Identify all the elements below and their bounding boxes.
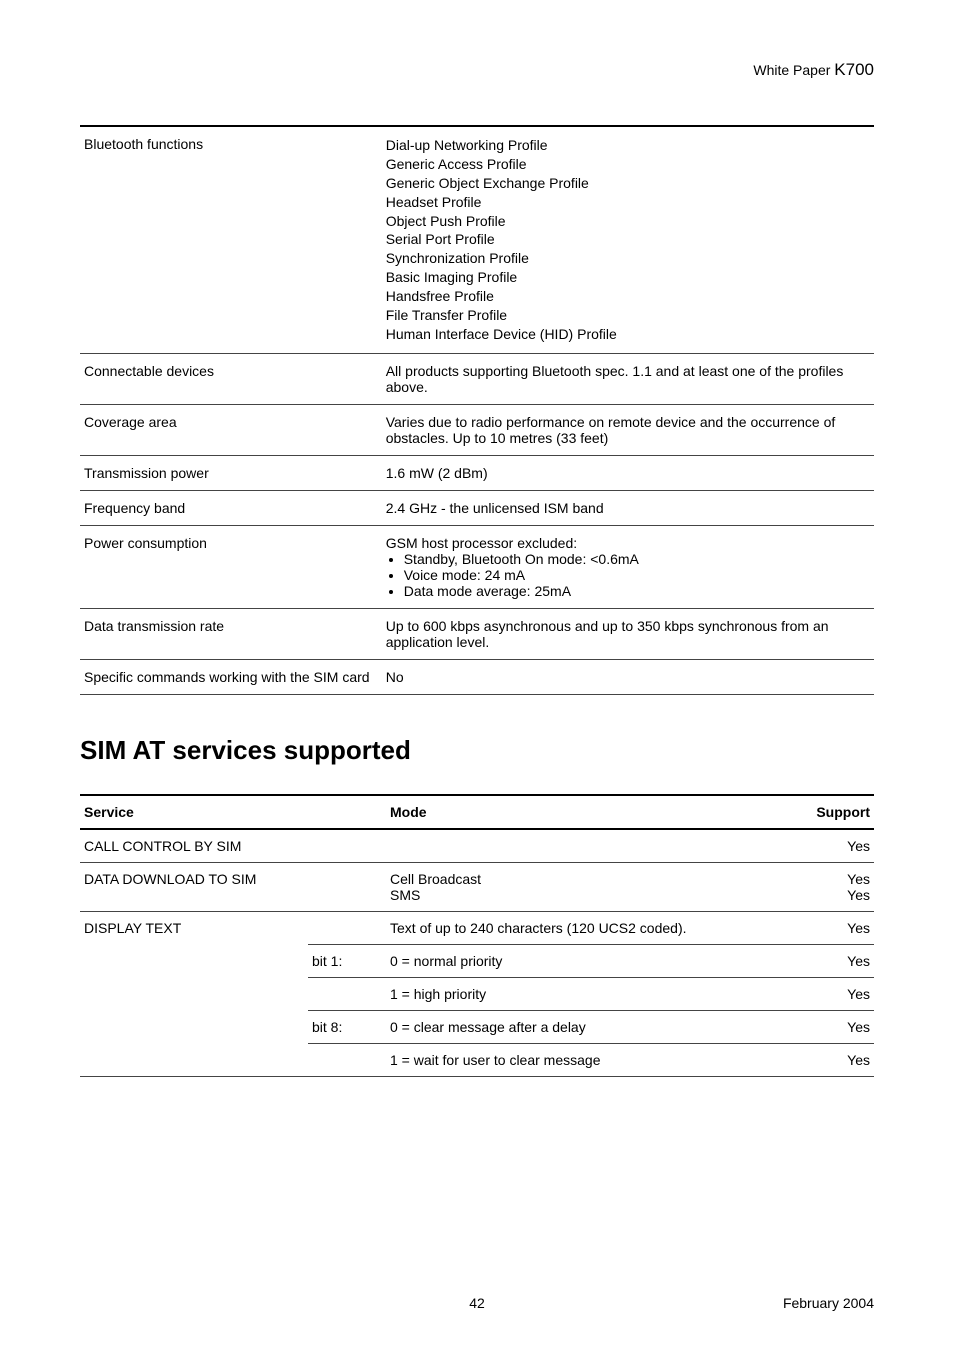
support-cell: Yes [786, 829, 874, 863]
mode-cell [386, 829, 786, 863]
row-label: Data transmission rate [80, 608, 382, 659]
row-label: Coverage area [80, 404, 382, 455]
section-heading: SIM AT services supported [80, 735, 874, 766]
bit-cell: bit 8: [308, 1010, 386, 1043]
empty-cell [80, 1010, 308, 1043]
profile-item: Dial-up Networking Profile [386, 136, 870, 155]
page-container: White Paper K700 Bluetooth functions Dia… [0, 0, 954, 1351]
row-label: Specific commands working with the SIM c… [80, 659, 382, 694]
mode-cell: 1 = high priority [386, 977, 786, 1010]
row-value: Varies due to radio performance on remot… [382, 404, 874, 455]
table-row: bit 1: 0 = normal priority Yes [80, 944, 874, 977]
profile-item: Generic Access Profile [386, 155, 870, 174]
mode-cell: Text of up to 240 characters (120 UCS2 c… [386, 911, 786, 944]
list-item: Data mode average: 25mA [404, 583, 870, 599]
table-row: DATA DOWNLOAD TO SIM Cell Broadcast SMS … [80, 862, 874, 911]
header-prefix: White Paper [753, 62, 834, 78]
list-item: Standby, Bluetooth On mode: <0.6mA [404, 551, 870, 567]
support-cell: Yes [786, 1010, 874, 1043]
table-row: 1 = wait for user to clear message Yes [80, 1043, 874, 1076]
support-cell: Yes [786, 944, 874, 977]
profile-item: Generic Object Exchange Profile [386, 174, 870, 193]
mode-cell: 1 = wait for user to clear message [386, 1043, 786, 1076]
mode-cell: 0 = clear message after a delay [386, 1010, 786, 1043]
row-label: Bluetooth functions [80, 126, 382, 353]
table-row: Bluetooth functions Dial-up Networking P… [80, 126, 874, 353]
services-table: Service Mode Support CALL CONTROL BY SIM… [80, 794, 874, 1077]
col-support: Support [786, 795, 874, 829]
table-row: CALL CONTROL BY SIM Yes [80, 829, 874, 863]
profile-item: Object Push Profile [386, 212, 870, 231]
bit-cell [308, 1043, 386, 1076]
row-value: 2.4 GHz - the unlicensed ISM band [382, 490, 874, 525]
table-row: Power consumption GSM host processor exc… [80, 525, 874, 608]
row-label: Frequency band [80, 490, 382, 525]
row-value: Up to 600 kbps asynchronous and up to 35… [382, 608, 874, 659]
mode-line: SMS [390, 887, 782, 903]
profile-item: Handsfree Profile [386, 287, 870, 306]
profile-item: Human Interface Device (HID) Profile [386, 325, 870, 344]
col-mode: Mode [386, 795, 786, 829]
profile-item: Serial Port Profile [386, 230, 870, 249]
profile-item: Synchronization Profile [386, 249, 870, 268]
row-value: All products supporting Bluetooth spec. … [382, 353, 874, 404]
col-service: Service [80, 795, 386, 829]
row-value: 1.6 mW (2 dBm) [382, 455, 874, 490]
table-row: Coverage area Varies due to radio perfor… [80, 404, 874, 455]
support-line: Yes [790, 887, 870, 903]
table-row: Connectable devices All products support… [80, 353, 874, 404]
table-row: Transmission power 1.6 mW (2 dBm) [80, 455, 874, 490]
page-header: White Paper K700 [80, 60, 874, 80]
bit-cell [308, 977, 386, 1010]
mode-cell: 0 = normal priority [386, 944, 786, 977]
page-number: 42 [80, 1295, 874, 1311]
spec-table: Bluetooth functions Dial-up Networking P… [80, 125, 874, 695]
power-lead: GSM host processor excluded: [386, 535, 870, 551]
list-item: Voice mode: 24 mA [404, 567, 870, 583]
row-value: Dial-up Networking Profile Generic Acces… [382, 126, 874, 353]
power-list: Standby, Bluetooth On mode: <0.6mA Voice… [386, 551, 870, 599]
support-cell: Yes [786, 1043, 874, 1076]
support-cell: Yes Yes [786, 862, 874, 911]
table-header-row: Service Mode Support [80, 795, 874, 829]
table-row: Frequency band 2.4 GHz - the unlicensed … [80, 490, 874, 525]
mode-cell: Cell Broadcast SMS [386, 862, 786, 911]
footer: 42 February 2004 [80, 1295, 874, 1311]
table-row: Data transmission rate Up to 600 kbps as… [80, 608, 874, 659]
service-label: DATA DOWNLOAD TO SIM [80, 862, 386, 911]
table-row: DISPLAY TEXT Text of up to 240 character… [80, 911, 874, 944]
header-model: K700 [834, 60, 874, 79]
table-row: bit 8: 0 = clear message after a delay Y… [80, 1010, 874, 1043]
mode-line: Cell Broadcast [390, 871, 782, 887]
empty-cell [80, 1043, 308, 1076]
support-cell: Yes [786, 977, 874, 1010]
row-value: No [382, 659, 874, 694]
row-label: Transmission power [80, 455, 382, 490]
table-row: Specific commands working with the SIM c… [80, 659, 874, 694]
bit-cell: bit 1: [308, 944, 386, 977]
profile-item: File Transfer Profile [386, 306, 870, 325]
support-line: Yes [790, 871, 870, 887]
table-row: 1 = high priority Yes [80, 977, 874, 1010]
service-label: DISPLAY TEXT [80, 911, 308, 944]
profile-item: Headset Profile [386, 193, 870, 212]
row-label: Power consumption [80, 525, 382, 608]
profile-item: Basic Imaging Profile [386, 268, 870, 287]
row-label: Connectable devices [80, 353, 382, 404]
support-cell: Yes [786, 911, 874, 944]
row-value: GSM host processor excluded: Standby, Bl… [382, 525, 874, 608]
empty-cell [80, 944, 308, 977]
empty-cell [80, 977, 308, 1010]
bit-cell [308, 911, 386, 944]
footer-date: February 2004 [783, 1295, 874, 1311]
service-label: CALL CONTROL BY SIM [80, 829, 386, 863]
profiles-list: Dial-up Networking Profile Generic Acces… [386, 136, 870, 344]
